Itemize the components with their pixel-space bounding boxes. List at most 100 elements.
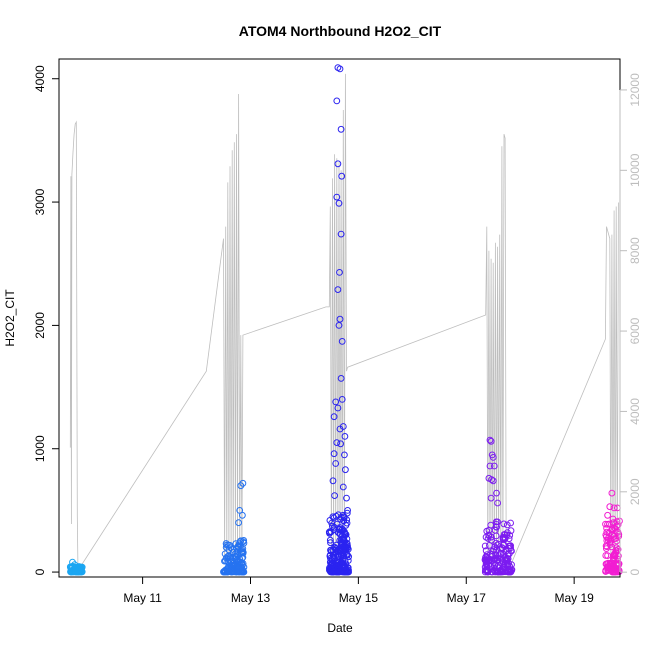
y2-tick-label: 12000 <box>628 73 642 107</box>
data-point <box>239 561 246 569</box>
data-point <box>332 398 340 406</box>
data-point <box>488 476 496 484</box>
data-point <box>492 552 500 559</box>
data-point <box>610 504 618 512</box>
data-point <box>222 557 229 564</box>
data-point <box>239 511 246 519</box>
data-point <box>71 561 78 569</box>
data-point <box>497 545 504 552</box>
data-point <box>336 269 343 276</box>
data-point <box>495 540 503 548</box>
data-point <box>235 561 242 569</box>
data-point <box>614 528 622 536</box>
y-axis-label: H2O2_CIT <box>3 289 17 347</box>
data-point <box>333 439 341 447</box>
y-axis: 0 1000 2000 3000 4000 <box>33 65 60 575</box>
data-point <box>482 547 490 555</box>
data-point <box>344 507 352 514</box>
data-point <box>326 536 334 544</box>
data-point <box>486 436 494 444</box>
y-tick-label: 0 <box>33 568 47 575</box>
data-point <box>330 413 338 421</box>
flight-series <box>66 558 86 576</box>
data-point <box>503 555 511 563</box>
y-tick-label: 4000 <box>33 65 47 92</box>
data-point <box>338 338 346 345</box>
data-point <box>490 462 498 470</box>
y2-tick-label: 2000 <box>628 478 642 505</box>
data-point <box>508 547 515 555</box>
data-point <box>333 193 341 201</box>
data-point <box>336 425 344 433</box>
y2-tick-label: 4000 <box>628 398 642 425</box>
data-point <box>496 559 504 566</box>
flight-series <box>325 64 353 576</box>
data-point <box>485 526 493 534</box>
x-axis: May 11 May 13 May 15 May 17 May 19 <box>123 576 594 605</box>
data-point <box>329 568 337 576</box>
data-point <box>501 531 509 538</box>
data-point <box>332 460 340 467</box>
altitude-layer <box>69 73 619 569</box>
data-point <box>481 542 489 550</box>
x-tick-label: May 15 <box>339 591 379 605</box>
data-point <box>602 567 610 574</box>
data-point <box>610 551 618 559</box>
data-point <box>334 160 342 168</box>
data-point <box>610 554 618 561</box>
data-point <box>487 494 495 502</box>
data-point <box>239 568 247 576</box>
data-point <box>341 433 349 440</box>
data-point <box>326 529 333 537</box>
data-point <box>507 544 515 552</box>
y2-tick-label: 8000 <box>628 237 642 264</box>
data-point <box>330 450 338 458</box>
data-point <box>78 563 86 571</box>
data-point <box>326 566 333 574</box>
data-point <box>491 564 498 572</box>
data-point <box>489 454 497 461</box>
data-point <box>497 568 504 576</box>
data-point <box>488 536 495 544</box>
data-point <box>603 528 611 536</box>
data-point <box>485 561 492 569</box>
data-point <box>337 375 345 382</box>
data-point <box>336 65 344 73</box>
data-point <box>487 437 495 445</box>
data-point <box>500 534 508 542</box>
data-point <box>500 520 508 528</box>
data-point <box>339 565 347 572</box>
data-point <box>503 529 511 536</box>
data-point <box>494 499 502 507</box>
data-point <box>343 494 350 502</box>
data-point <box>237 549 245 557</box>
data-point <box>612 568 619 576</box>
data-point <box>339 539 346 547</box>
data-point <box>334 286 342 294</box>
data-point <box>488 533 495 541</box>
data-point <box>339 483 347 491</box>
data-point <box>344 567 352 575</box>
data-point <box>329 477 337 485</box>
data-point <box>613 544 620 552</box>
data-point <box>228 568 236 576</box>
data-point <box>507 519 515 527</box>
data-point <box>606 539 614 547</box>
data-point <box>335 199 343 207</box>
data-point <box>329 522 336 530</box>
data-point <box>225 546 233 554</box>
data-point <box>221 568 229 576</box>
data-point <box>606 503 614 511</box>
y2-tick-label: 10000 <box>628 153 642 187</box>
data-point <box>333 97 341 105</box>
data-point <box>604 511 611 519</box>
data-point <box>234 568 242 575</box>
data-point <box>343 516 351 524</box>
data-point <box>75 563 83 570</box>
y2-axis: 0 2000 4000 6000 8000 10000 12000 <box>619 73 642 576</box>
data-point <box>328 560 336 568</box>
data-point <box>343 519 351 527</box>
data-point <box>503 521 511 529</box>
y-tick-label: 2000 <box>33 312 47 339</box>
data-point <box>609 515 617 523</box>
